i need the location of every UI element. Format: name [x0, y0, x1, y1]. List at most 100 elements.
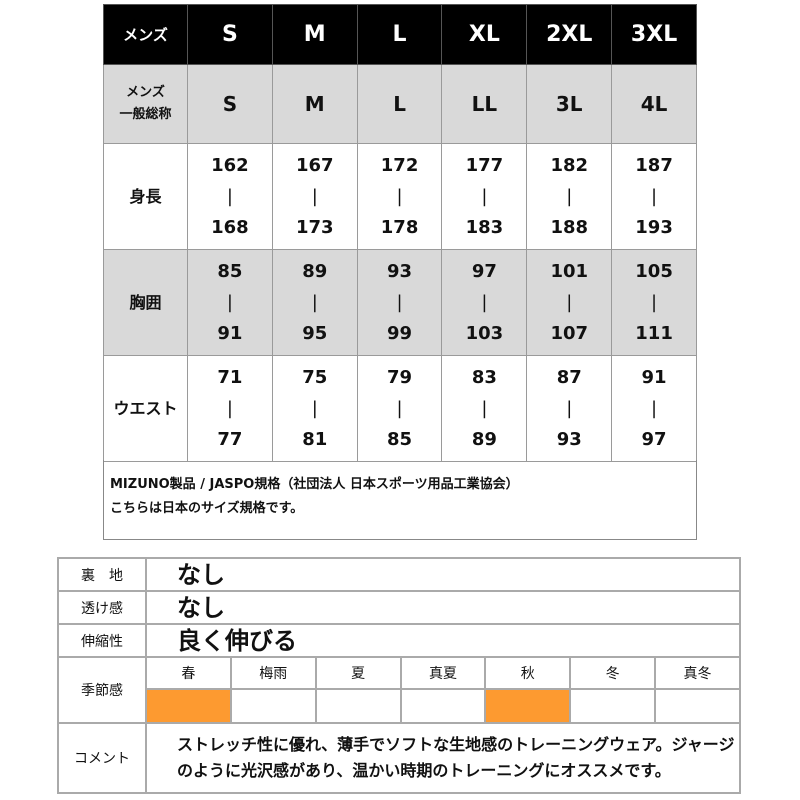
range-separator: | [481, 398, 488, 419]
range-max: 193 [635, 217, 673, 238]
range-min: 71 [217, 367, 243, 388]
range-min: 79 [387, 367, 413, 388]
season-indicator [314, 688, 402, 724]
header-label: メンズ [103, 4, 188, 65]
season-indicator [569, 688, 657, 724]
general-label-line2: 一般総称 [119, 107, 172, 122]
measure-cell: 93 | 99 [356, 249, 443, 356]
general-label: メンズ 一般総称 [103, 64, 188, 144]
range-max: 85 [387, 429, 413, 450]
measure-cell: 162 | 168 [187, 143, 273, 250]
note-line-2: こちらは日本のサイズ規格です。 [110, 501, 304, 516]
comment-row: コメント ストレッチ性に優れ、薄手でソフトな生地感のトレーニングウェア。ジャージ… [57, 722, 741, 794]
range-min: 105 [635, 261, 673, 282]
measure-label: 身長 [103, 143, 188, 250]
season-name: 真冬 [654, 656, 741, 690]
season-name: 梅雨 [229, 656, 317, 690]
measure-label: ウエスト [103, 355, 188, 462]
range-min: 187 [635, 155, 673, 176]
season-name: 秋 [484, 656, 572, 690]
size-m: M [271, 4, 358, 65]
season-indicator [399, 688, 487, 724]
measure-cell: 87 | 93 [526, 355, 613, 462]
range-min: 93 [387, 261, 413, 282]
range-max: 95 [302, 323, 328, 344]
measure-cell: 97 | 103 [441, 249, 528, 356]
range-min: 89 [302, 261, 328, 282]
range-separator: | [396, 186, 403, 207]
measure-row: 身長 162 | 168 167 | 173 172 | 178 177 | 183 182 | 188 187… [103, 143, 697, 250]
range-max: 89 [471, 429, 497, 450]
range-max: 173 [295, 217, 334, 238]
range-min: 75 [302, 367, 328, 388]
season-indicator [145, 688, 232, 724]
general-cell: LL [441, 64, 528, 144]
season-indicator [654, 688, 741, 724]
size-3xl: 3XL [611, 4, 697, 65]
range-max: 188 [550, 217, 589, 238]
transparency-row: 透け感 なし [57, 590, 741, 625]
general-cell: 3L [526, 64, 613, 144]
general-size-row: メンズ 一般総称 S M L LL 3L 4L [103, 64, 697, 144]
range-separator: | [566, 186, 573, 207]
measure-cell: 187 | 193 [611, 143, 697, 250]
season-name: 真夏 [399, 656, 487, 690]
measure-cell: 167 | 173 [271, 143, 358, 250]
size-2xl: 2XL [526, 4, 613, 65]
range-separator: | [396, 398, 403, 419]
range-separator: | [226, 186, 233, 207]
range-min: 162 [211, 155, 249, 176]
range-separator: | [566, 292, 573, 313]
measure-cell: 105 | 111 [611, 249, 697, 356]
general-cell: 4L [611, 64, 697, 144]
measure-cell: 172 | 178 [356, 143, 443, 250]
size-chart-table: メンズ S M L XL 2XL 3XL メンズ 一般総称 S M L LL 3L… [103, 4, 697, 462]
size-note: MIZUNO製品 / JASPO規格（社団法人 日本スポーツ用品工業協会） こち… [103, 460, 697, 540]
stretch-row: 伸縮性 良く伸びる [57, 623, 741, 658]
season-indicator [229, 688, 317, 724]
measure-cell: 71 | 77 [187, 355, 273, 462]
size-l: L [356, 4, 443, 65]
range-separator: | [651, 186, 658, 207]
range-min: 97 [471, 261, 497, 282]
range-min: 101 [550, 261, 589, 282]
lining-value: なし [145, 557, 741, 592]
measure-cell: 89 | 95 [271, 249, 358, 356]
range-max: 168 [211, 217, 249, 238]
stretch-value: 良く伸びる [145, 623, 741, 658]
general-cell: M [271, 64, 358, 144]
lining-label: 裏 地 [57, 557, 147, 592]
measure-cell: 83 | 89 [441, 355, 528, 462]
measure-row: 胸囲 85 | 91 89 | 95 93 | 99 97 | 103 101 | 107 105 | 111 [103, 249, 697, 356]
range-max: 93 [556, 429, 582, 450]
range-min: 172 [380, 155, 419, 176]
range-min: 87 [556, 367, 582, 388]
range-max: 97 [641, 429, 667, 450]
measure-cell: 75 | 81 [271, 355, 358, 462]
season-mark-row [58, 688, 741, 724]
fabric-spec-table: 裏 地 なし 透け感 なし 伸縮性 良く伸びる 季節感 春梅雨夏真夏秋冬真冬 コ… [57, 557, 741, 794]
range-separator: | [651, 292, 658, 313]
range-separator: | [311, 292, 318, 313]
season-row: 季節感 春梅雨夏真夏秋冬真冬 [57, 656, 741, 724]
range-min: 85 [217, 261, 243, 282]
transparency-label: 透け感 [57, 590, 147, 625]
transparency-value: なし [145, 590, 741, 625]
comment-value: ストレッチ性に優れ、薄手でソフトな生地感のトレーニングウェア。ジャージのように光… [145, 722, 741, 794]
comment-label: コメント [57, 722, 147, 794]
range-separator: | [396, 292, 403, 313]
measure-cell: 182 | 188 [526, 143, 613, 250]
stretch-label: 伸縮性 [57, 623, 147, 658]
range-separator: | [651, 398, 658, 419]
lining-row: 裏 地 なし [57, 557, 741, 592]
season-name: 夏 [314, 656, 402, 690]
general-label-line1: メンズ [126, 85, 165, 100]
range-separator: | [481, 292, 488, 313]
general-cell: L [356, 64, 443, 144]
measure-cell: 91 | 97 [611, 355, 697, 462]
size-xl: XL [441, 4, 528, 65]
note-line-1: MIZUNO製品 / JASPO規格（社団法人 日本スポーツ用品工業協会） [110, 477, 519, 492]
range-max: 178 [380, 217, 419, 238]
range-separator: | [481, 186, 488, 207]
range-min: 167 [295, 155, 334, 176]
